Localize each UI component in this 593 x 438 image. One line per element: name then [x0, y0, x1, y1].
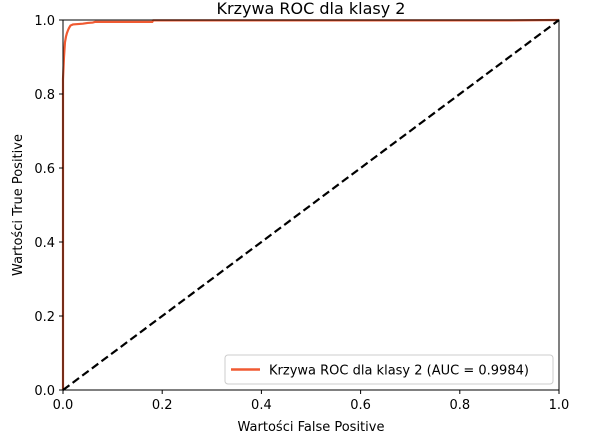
- y-tick-label: 0.6: [34, 162, 55, 177]
- y-tick-label: 0.8: [34, 88, 55, 103]
- y-tick-label: 0.0: [34, 384, 55, 399]
- x-tick-label: 0.4: [251, 398, 272, 413]
- x-axis-label: Wartości False Positive: [238, 420, 385, 435]
- plot-area: [61, 18, 560, 391]
- x-tick-label: 0.2: [152, 398, 173, 413]
- legend: Krzywa ROC dla klasy 2 (AUC = 0.9984): [224, 354, 554, 385]
- chart-title: Krzywa ROC dla klasy 2: [217, 0, 406, 18]
- x-tick-label: 0.6: [350, 398, 371, 413]
- x-axis-ticks: 0.0 0.2 0.4 0.6 0.8 1.0: [53, 390, 570, 413]
- x-tick-label: 1.0: [549, 398, 570, 413]
- y-tick-label: 0.4: [34, 236, 55, 251]
- diagonal-reference-line: [62, 19, 560, 391]
- legend-entry-roc: Krzywa ROC dla klasy 2 (AUC = 0.9984): [269, 364, 529, 379]
- legend-box: [224, 354, 554, 385]
- x-tick-label: 0.8: [449, 398, 470, 413]
- y-axis-ticks: 0.0 0.2 0.4 0.6 0.8 1.0: [34, 14, 63, 399]
- y-axis-label: Wartości True Positive: [11, 134, 26, 276]
- y-tick-label: 0.2: [34, 310, 55, 325]
- x-tick-label: 0.0: [53, 398, 74, 413]
- plot-frame: [62, 19, 560, 391]
- y-tick-label: 1.0: [34, 14, 55, 29]
- roc-curve-line: [61, 18, 560, 390]
